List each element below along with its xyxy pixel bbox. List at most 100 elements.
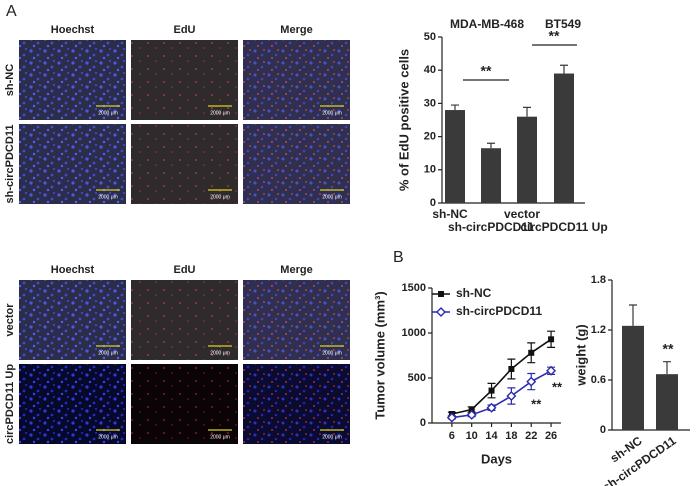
- error-bar: [451, 104, 459, 111]
- micrograph: [19, 280, 126, 360]
- micrograph: [19, 364, 126, 444]
- micrograph: [243, 280, 350, 360]
- micrograph: [19, 40, 126, 120]
- x-tick-label: 10: [466, 430, 478, 442]
- y-tick-label: 1500: [402, 282, 426, 294]
- group-label: BT549: [545, 17, 581, 31]
- error-bar: [560, 64, 568, 74]
- scale-bar-label: 2000 μm: [210, 350, 230, 356]
- y-tick-label: 500: [408, 372, 426, 384]
- significance: **: [552, 379, 563, 394]
- x-tick-label: sh-NC: [432, 207, 468, 221]
- bar: [481, 148, 501, 203]
- micrograph: [19, 124, 126, 204]
- legend-label: sh-NC: [456, 286, 492, 300]
- scale-bar-label: 2000 μm: [98, 194, 118, 200]
- micrograph: [243, 124, 350, 204]
- row-label: vector: [4, 303, 16, 337]
- line: [451, 338, 552, 415]
- x-tick-label: circPDCD11 Up: [520, 220, 607, 234]
- row-label: sh-circPDCD11: [4, 125, 16, 204]
- error-bar: [487, 142, 495, 149]
- micrograph: [243, 40, 350, 120]
- scale-bar-label: 2000 μm: [98, 434, 118, 440]
- y-tick-label: 30: [424, 97, 436, 109]
- x-tick-label: 26: [545, 430, 557, 442]
- scale-bar-label: 2000 μm: [98, 350, 118, 356]
- scale-bar-label: 2000 μm: [98, 110, 118, 116]
- legend-label: sh-circPDCD11: [456, 304, 542, 318]
- marker: [546, 365, 557, 376]
- error-bar: [523, 106, 531, 117]
- x-tick-label: 14: [485, 430, 498, 442]
- y-tick-label: 20: [424, 131, 436, 143]
- micrograph: [131, 364, 238, 444]
- micrograph: [131, 40, 238, 120]
- x-tick-label: sh-circPDCD11: [448, 220, 534, 234]
- x-tick-label: vector: [504, 207, 540, 221]
- y-axis-title: % of EdU positive cells: [396, 49, 411, 191]
- marker: [506, 391, 517, 401]
- column-header: Hoechst: [51, 24, 95, 36]
- significance: **: [481, 63, 492, 79]
- y-tick-label: 50: [424, 31, 436, 43]
- marker: [466, 409, 477, 420]
- scale-bar-label: 2000 μm: [322, 194, 342, 200]
- x-axis-title: Days: [481, 451, 512, 466]
- group-label: MDA-MB-468: [450, 17, 524, 31]
- legend-marker: [436, 307, 446, 317]
- marker: [468, 406, 475, 413]
- scale-bar-label: 2000 μm: [210, 434, 230, 440]
- y-tick-label: 0: [430, 197, 436, 209]
- y-tick-label: 0: [600, 424, 606, 436]
- legend-marker: [438, 291, 444, 297]
- bar: [445, 110, 465, 203]
- micrograph: [243, 364, 350, 444]
- x-tick-label: 18: [505, 430, 517, 442]
- y-tick-label: 0: [420, 417, 426, 429]
- marker: [528, 349, 535, 356]
- micrograph: [131, 124, 238, 204]
- column-header: Merge: [280, 264, 312, 276]
- error-bar: [629, 304, 637, 326]
- y-tick-label: 0.6: [591, 374, 606, 386]
- scale-bar-label: 2000 μm: [210, 194, 230, 200]
- panel-label: B: [393, 249, 404, 266]
- marker: [548, 336, 555, 343]
- y-axis-title: weight (g): [573, 324, 588, 386]
- y-tick-label: 10: [424, 164, 436, 176]
- bar: [656, 374, 678, 430]
- y-axis-title: Tumor volume (mm³): [372, 291, 387, 419]
- significance: **: [531, 396, 542, 411]
- marker: [488, 387, 495, 394]
- x-tick-label: 6: [449, 430, 455, 442]
- scale-bar-label: 2000 μm: [322, 434, 342, 440]
- y-tick-label: 1.2: [591, 324, 606, 336]
- row-label: sh-NC: [4, 64, 16, 96]
- scale-bar-label: 2000 μm: [322, 350, 342, 356]
- panel-label: A: [6, 3, 17, 20]
- y-tick-label: 1000: [402, 327, 426, 339]
- scale-bar-label: 2000 μm: [322, 110, 342, 116]
- column-header: EdU: [174, 264, 196, 276]
- column-header: EdU: [174, 24, 196, 36]
- marker: [526, 376, 537, 387]
- column-header: Merge: [280, 24, 312, 36]
- row-label: circPDCD11 Up: [4, 364, 16, 444]
- column-header: Hoechst: [51, 264, 95, 276]
- bar: [554, 73, 574, 204]
- bar: [517, 116, 537, 203]
- micrograph: [131, 280, 238, 360]
- y-tick-label: 1.8: [591, 274, 606, 286]
- scale-bar-label: 2000 μm: [210, 110, 230, 116]
- error-bar: [663, 361, 671, 375]
- significance: **: [663, 341, 674, 357]
- marker: [508, 366, 515, 372]
- marker: [486, 402, 497, 413]
- bar: [622, 325, 644, 430]
- x-tick-label: 22: [525, 430, 537, 442]
- significance: **: [549, 28, 560, 44]
- y-tick-label: 40: [424, 64, 436, 76]
- marker: [446, 412, 457, 423]
